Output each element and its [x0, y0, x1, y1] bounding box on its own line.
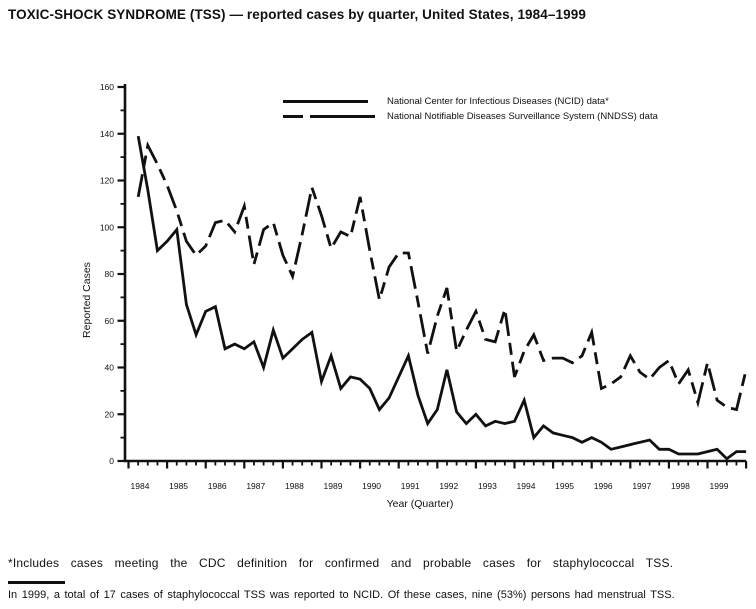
chart-title: TOXIC-SHOCK SYNDROME (TSS) — reported ca… [8, 7, 586, 22]
legend-item-ncid: National Center for Infectious Diseases … [283, 94, 658, 109]
legend-label-nndss: National Notifiable Diseases Surveillanc… [387, 111, 658, 122]
y-tick-label: 100 [100, 222, 114, 232]
divider-rule [8, 581, 65, 584]
axes [123, 84, 747, 463]
tss-chart: 0 20 40 60 80 100 120 140 160 1984 1985 1986 1987 198… [100, 82, 748, 491]
y-tick-label: 60 [105, 316, 115, 326]
ncid-line [136, 135, 747, 461]
x-year-label: 1987 [246, 481, 265, 491]
x-year-label: 1991 [401, 481, 420, 491]
x-year-label: 1999 [710, 481, 729, 491]
y-tick-label: 120 [100, 176, 114, 186]
solid-line-swatch [283, 100, 368, 103]
dashed-line-swatch [283, 115, 375, 118]
y-tick-label: 40 [105, 363, 115, 373]
x-year-label: 1985 [169, 481, 188, 491]
x-year-label: 1998 [671, 481, 690, 491]
legend: National Center for Infectious Diseases … [283, 94, 658, 124]
footnote-1999-summary: In 1999, a total of 17 cases of staphylo… [8, 589, 675, 601]
x-year-label: 1989 [324, 481, 343, 491]
nndss-line [136, 141, 748, 412]
x-year-label: 1984 [131, 481, 150, 491]
x-year-label: 1990 [362, 481, 381, 491]
x-year-label: 1988 [285, 481, 304, 491]
y-tick-label: 80 [105, 269, 115, 279]
x-axis-title: Year (Quarter) [386, 498, 454, 510]
x-year-label: 1986 [208, 481, 227, 491]
y-tick-label: 140 [100, 129, 114, 139]
y-axis-title: Reported Cases [81, 262, 93, 338]
legend-label-ncid: National Center for Infectious Diseases … [387, 96, 609, 107]
y-tick-label: 20 [105, 409, 115, 419]
x-year-label: 1992 [439, 481, 458, 491]
x-year-label: 1995 [555, 481, 574, 491]
x-year-label: 1994 [517, 481, 536, 491]
y-tick-label: 160 [100, 82, 114, 92]
footnote-asterisk: *Includes cases meeting the CDC definiti… [8, 556, 674, 570]
y-tick-label: 0 [109, 456, 114, 466]
x-year-label: 1996 [594, 481, 613, 491]
x-year-label: 1997 [632, 481, 651, 491]
x-year-label: 1993 [478, 481, 497, 491]
legend-item-nndss: National Notifiable Diseases Surveillanc… [283, 109, 658, 124]
